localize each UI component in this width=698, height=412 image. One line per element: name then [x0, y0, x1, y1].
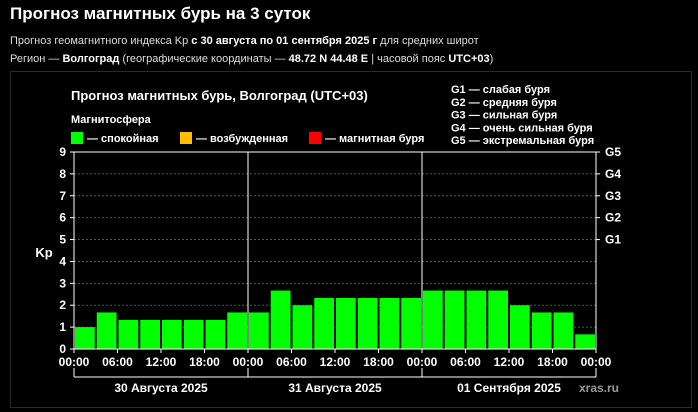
- storm-scale-item: G2 — средняя буря: [451, 97, 557, 109]
- region-line: Регион — Волгоград (географические коорд…: [10, 53, 493, 65]
- right-tick-label: G4: [605, 167, 621, 181]
- kp-bar: [379, 297, 400, 349]
- storm-scale-item: G4 — очень сильная буря: [451, 122, 593, 134]
- chart-panel: Прогноз магнитных бурь, Волгоград (UTC+0…: [10, 71, 692, 408]
- legend-swatch: [309, 132, 321, 144]
- subtitle-prefix: Прогноз геомагнитного индекса Kp: [10, 35, 192, 47]
- kp-bar: [466, 290, 487, 349]
- day-label: 31 Августа 2025: [288, 381, 382, 395]
- x-tick-label: 12:00: [320, 355, 351, 369]
- legend-heading: Магнитосфера: [71, 114, 152, 126]
- right-tick-label: G1: [605, 233, 621, 247]
- forecast-subtitle: Прогноз геомагнитного индекса Kp с 30 ав…: [10, 35, 479, 47]
- x-tick-label: 06:00: [276, 355, 307, 369]
- kp-bar: [575, 334, 595, 349]
- y-tick-label: 5: [59, 233, 66, 247]
- kp-forecast-chart: Прогноз магнитных бурь, Волгоград (UTC+0…: [35, 84, 621, 395]
- day-label: 01 Сентября 2025: [457, 381, 561, 395]
- kp-bar: [227, 312, 247, 349]
- kp-bar: [292, 305, 313, 349]
- kp-bar: [423, 290, 443, 349]
- x-tick-label: 06:00: [102, 355, 133, 369]
- kp-bar: [96, 312, 117, 349]
- kp-bar: [118, 319, 139, 349]
- y-tick-label: 0: [59, 342, 66, 356]
- region-city: Волгоград: [62, 53, 120, 65]
- region-timezone: UTC+03: [448, 53, 490, 65]
- kp-bar: [75, 327, 95, 349]
- x-tick-label: 18:00: [537, 355, 568, 369]
- kp-bar: [270, 290, 291, 349]
- kp-bar: [314, 297, 334, 349]
- x-tick-label: 18:00: [363, 355, 394, 369]
- kp-bar: [162, 319, 182, 349]
- y-tick-label: 6: [59, 211, 66, 225]
- x-tick-label: 00:00: [233, 355, 264, 369]
- x-tick-label: 00:00: [407, 355, 438, 369]
- subtitle-suffix: для средних широт: [377, 35, 479, 47]
- x-tick-label: 00:00: [581, 355, 612, 369]
- region-prefix: Регион —: [10, 53, 63, 65]
- x-tick-label: 12:00: [146, 355, 177, 369]
- kp-bar: [510, 305, 530, 349]
- subtitle-date-range: с 30 августа по 01 сентября 2025 г: [191, 35, 378, 47]
- legend-label: — возбужденная: [196, 133, 288, 145]
- right-tick-label: G5: [605, 145, 621, 159]
- y-tick-label: 3: [59, 276, 66, 290]
- y-tick-label: 9: [59, 145, 66, 159]
- y-tick-label: 7: [59, 189, 66, 203]
- kp-bar: [444, 290, 465, 349]
- watermark: xras.ru: [579, 381, 619, 395]
- legend-swatch: [180, 132, 192, 144]
- storm-scale-item: G1 — слабая буря: [451, 84, 550, 96]
- x-tick-label: 06:00: [450, 355, 481, 369]
- region-tz-prefix: | часовой пояс: [368, 53, 449, 65]
- kp-bar: [183, 319, 204, 349]
- page-title: Прогноз магнитных бурь на 3 суток: [10, 4, 311, 23]
- x-tick-label: 18:00: [189, 355, 220, 369]
- y-tick-label: 4: [59, 254, 66, 268]
- kp-bar: [249, 312, 269, 349]
- kp-bar: [205, 319, 226, 349]
- region-coords: 48.72 N 44.48 E: [288, 53, 369, 65]
- kp-bar: [401, 297, 421, 349]
- y-tick-label: 8: [59, 167, 66, 181]
- kp-bar: [531, 312, 552, 349]
- legend-swatch: [71, 132, 83, 144]
- right-tick-label: G3: [605, 189, 621, 203]
- region-suffix: ): [489, 53, 494, 65]
- region-mid: (географические координаты —: [119, 53, 289, 65]
- x-tick-label: 12:00: [494, 355, 525, 369]
- kp-bar: [553, 312, 574, 349]
- storm-scale-item: G5 — экстремальная буря: [451, 135, 594, 147]
- storm-scale-item: G3 — сильная буря: [451, 110, 557, 122]
- right-tick-label: G2: [605, 211, 621, 225]
- legend-label: — магнитная буря: [325, 133, 424, 145]
- kp-bar: [140, 319, 160, 349]
- y-tick-label: 2: [59, 298, 66, 312]
- kp-bar: [488, 290, 508, 349]
- x-tick-label: 00:00: [59, 355, 90, 369]
- legend-label: — спокойная: [87, 133, 159, 145]
- chart-title: Прогноз магнитных бурь, Волгоград (UTC+0…: [71, 88, 368, 103]
- y-tick-label: 1: [59, 320, 66, 334]
- day-label: 30 Августа 2025: [114, 381, 208, 395]
- kp-bar: [336, 297, 356, 349]
- y-axis-label: Kp: [35, 245, 52, 260]
- kp-bar: [357, 297, 378, 349]
